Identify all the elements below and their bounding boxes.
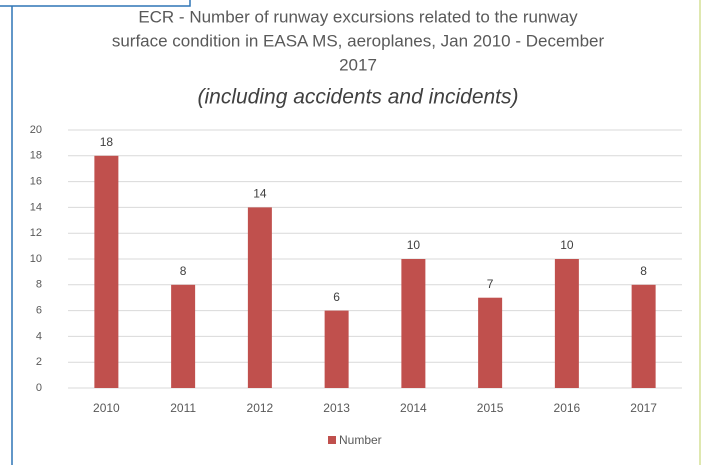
y-tick-label: 8 — [36, 279, 42, 291]
chart-title-line: ECR - Number of runway excursions relate… — [138, 7, 578, 26]
y-tick-label: 14 — [30, 201, 42, 213]
data-label: 8 — [180, 264, 187, 278]
x-tick-label: 2011 — [170, 401, 196, 415]
bar — [478, 297, 503, 388]
legend-swatch — [328, 436, 336, 444]
chart-title-line: 2017 — [339, 55, 377, 74]
y-tick-label: 10 — [30, 253, 42, 265]
y-tick-label: 0 — [36, 382, 42, 394]
data-label: 7 — [487, 277, 494, 291]
y-tick-label: 20 — [30, 124, 42, 136]
x-tick-label: 2014 — [400, 401, 427, 415]
x-tick-label: 2010 — [93, 401, 120, 415]
bar — [631, 284, 656, 388]
data-label: 10 — [407, 238, 421, 252]
data-label: 8 — [640, 264, 647, 278]
data-label: 6 — [333, 290, 340, 304]
legend-label: Number — [339, 433, 382, 447]
subtitle: (including accidents and incidents) — [197, 86, 518, 109]
bar — [324, 310, 349, 388]
y-tick-label: 4 — [36, 330, 42, 342]
data-label: 18 — [100, 135, 114, 149]
y-tick-label: 16 — [30, 176, 42, 188]
x-tick-label: 2012 — [247, 401, 274, 415]
bar — [247, 207, 272, 388]
y-tick-label: 2 — [36, 356, 42, 368]
x-tick-label: 2013 — [323, 401, 350, 415]
chart-title-line: surface condition in EASA MS, aeroplanes… — [112, 31, 605, 50]
data-label: 14 — [253, 187, 267, 201]
bar — [94, 155, 119, 388]
x-tick-label: 2015 — [477, 401, 504, 415]
x-tick-label: 2017 — [630, 401, 657, 415]
frame-top — [0, 0, 191, 7]
bar — [171, 284, 196, 388]
y-tick-label: 6 — [36, 305, 42, 317]
y-tick-label: 12 — [30, 227, 42, 239]
title: ECR - Number of runway excursions relate… — [112, 7, 605, 74]
data-label: 10 — [560, 238, 574, 252]
x-tick-label: 2016 — [554, 401, 581, 415]
bar — [554, 259, 579, 388]
y-tick-label: 18 — [30, 150, 42, 162]
bar — [401, 259, 426, 388]
